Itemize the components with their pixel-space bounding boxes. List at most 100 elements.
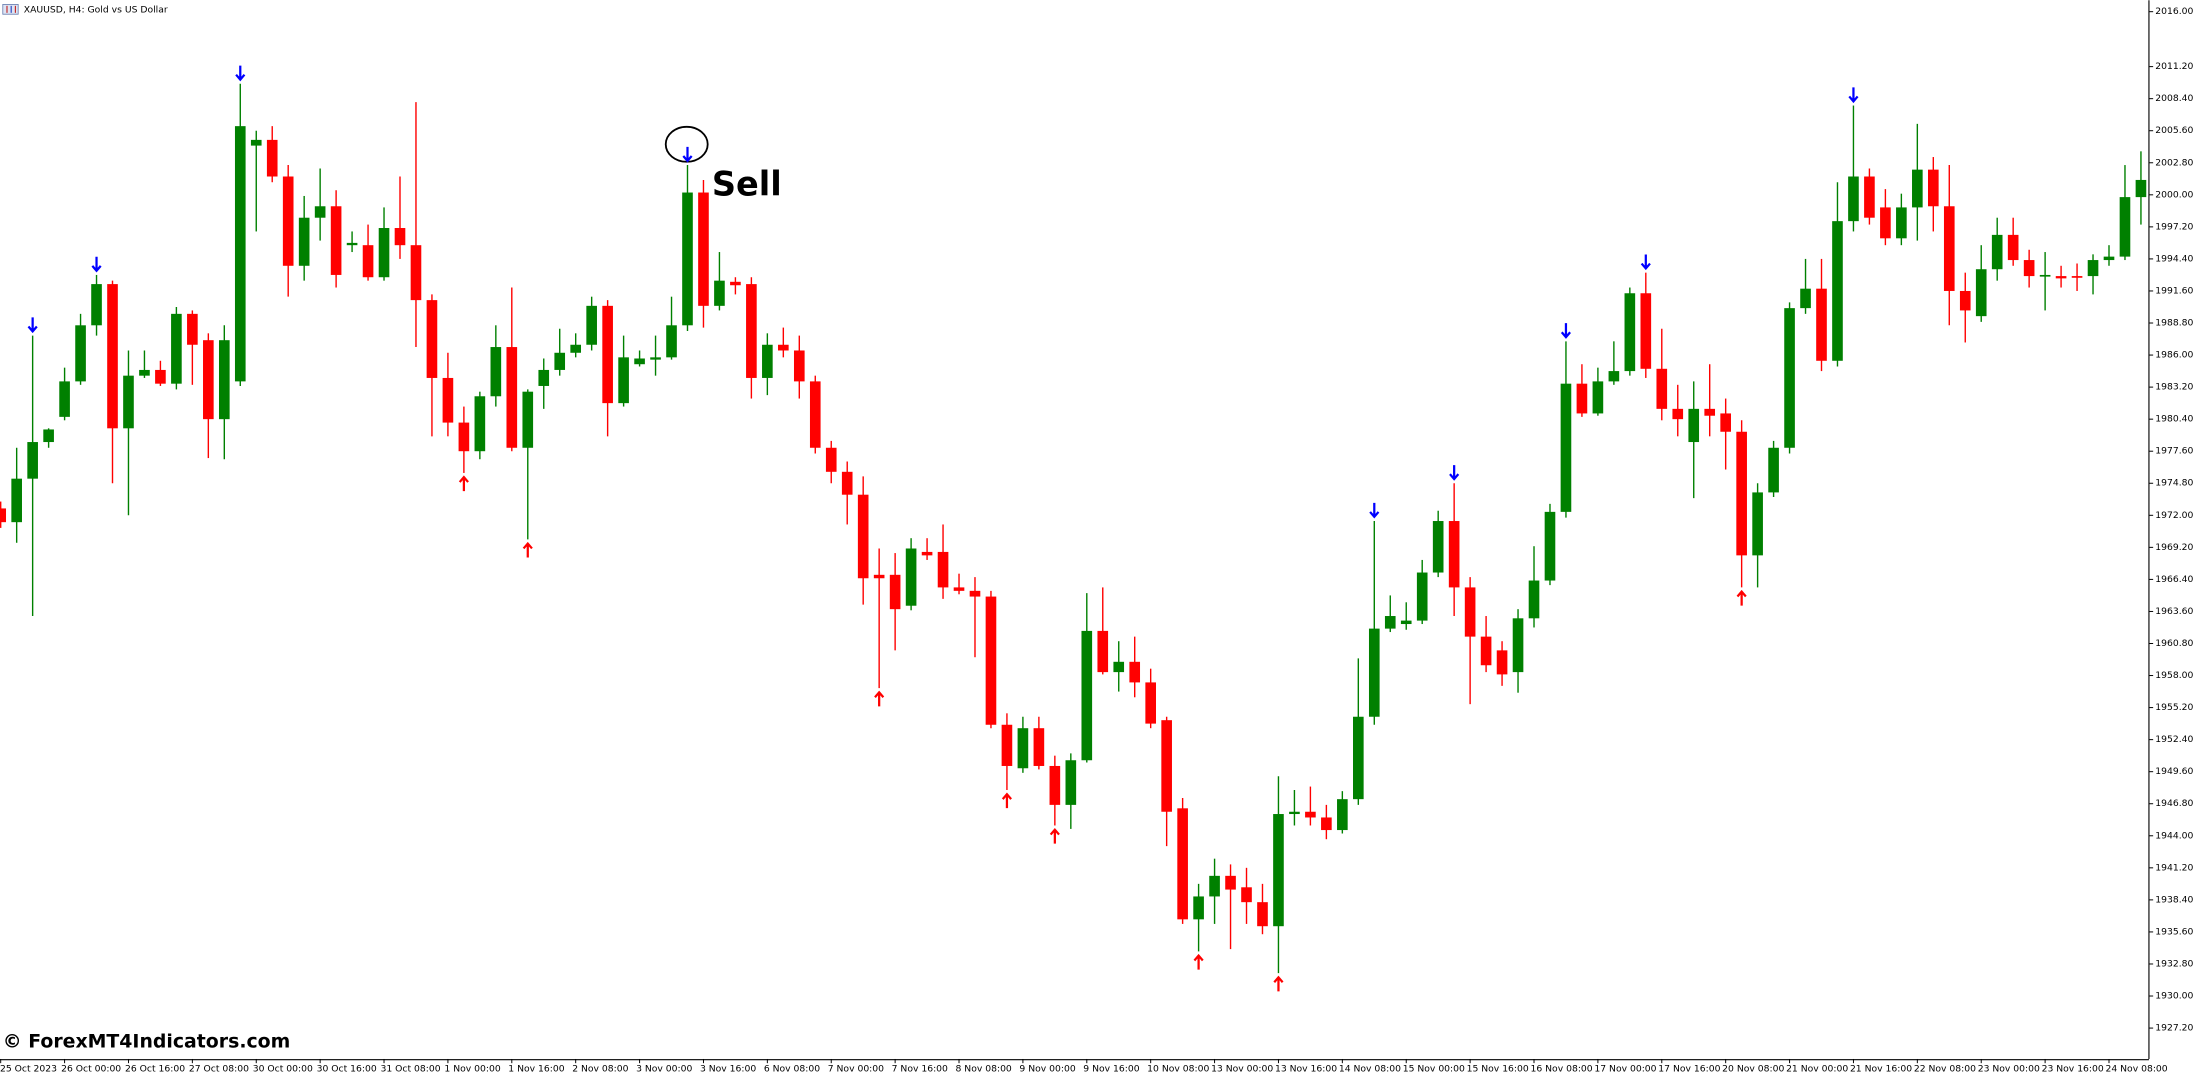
candle-body <box>490 347 502 397</box>
x-tick-label: 21 Nov 16:00 <box>1850 1063 1912 1074</box>
candle-body <box>59 381 70 417</box>
candle-body <box>1784 308 1795 448</box>
candle-body <box>1720 413 1731 432</box>
y-tick-label: 1980.40 <box>2155 414 2193 425</box>
candle-body <box>809 381 821 448</box>
sell-arrow <box>1369 502 1380 519</box>
candle-body <box>1864 176 1875 218</box>
x-tick-label: 15 Nov 16:00 <box>1467 1063 1529 1074</box>
y-tick-label: 1983.20 <box>2155 382 2193 393</box>
candle-body <box>1353 716 1364 800</box>
y-tick-label: 1988.80 <box>2155 318 2193 329</box>
sell-arrow <box>682 146 693 163</box>
x-tick-label: 3 Nov 00:00 <box>636 1063 692 1074</box>
candle-body <box>1608 371 1620 382</box>
candle-body <box>841 471 853 495</box>
candle-body <box>905 548 917 606</box>
candle-body <box>1512 618 1524 673</box>
candle-body <box>1432 521 1444 573</box>
x-tick-label: 1 Nov 00:00 <box>444 1063 500 1074</box>
candle-body <box>1800 288 1811 309</box>
symbol-icon <box>2 4 19 15</box>
y-tick-label: 1927.20 <box>2155 1023 2193 1034</box>
candle-body <box>1544 511 1556 581</box>
x-tick-label: 2 Nov 08:00 <box>572 1063 628 1074</box>
x-tick-label: 21 Nov 00:00 <box>1786 1063 1848 1074</box>
buy-arrow <box>1273 975 1284 992</box>
candle-body <box>1241 887 1252 903</box>
candle-body <box>1209 875 1220 897</box>
candle-body <box>139 369 150 376</box>
y-tick-label: 2002.80 <box>2155 157 2193 168</box>
candle-body <box>1640 293 1652 369</box>
candle-body <box>522 391 534 448</box>
y-tick-label: 1986.00 <box>2155 350 2193 361</box>
y-tick-label: 1941.20 <box>2155 862 2193 873</box>
y-tick-label: 1977.60 <box>2155 446 2193 457</box>
x-tick-label: 25 Oct 2023 <box>0 1063 57 1074</box>
candle-body <box>107 284 118 429</box>
candle-body <box>43 429 54 443</box>
sell-arrow <box>1560 323 1571 339</box>
x-tick-label: 15 Nov 00:00 <box>1403 1063 1465 1074</box>
signal-circle <box>664 125 709 163</box>
y-tick-label: 1946.80 <box>2155 798 2193 809</box>
candle-body <box>506 347 518 448</box>
y-tick-label: 1972.00 <box>2155 510 2193 521</box>
candle-body <box>730 281 741 286</box>
candle-body <box>1704 408 1716 416</box>
candle-body <box>1896 207 1907 239</box>
candle-body <box>825 447 837 472</box>
candle-body <box>1017 728 1029 769</box>
candle-body <box>873 574 885 579</box>
candle-body <box>1177 808 1188 920</box>
candle-body <box>602 305 613 404</box>
candle-body <box>2071 276 2083 278</box>
candle-body <box>2039 274 2051 277</box>
x-tick-label: 6 Nov 08:00 <box>764 1063 820 1074</box>
y-tick-label: 1944.00 <box>2155 830 2193 841</box>
candle-body <box>171 313 182 384</box>
x-tick-label: 13 Nov 00:00 <box>1211 1063 1273 1074</box>
x-tick-label: 31 Oct 08:00 <box>381 1063 441 1074</box>
candle-body <box>1560 383 1572 512</box>
x-tick-label: 20 Nov 08:00 <box>1722 1063 1784 1074</box>
candle-body <box>1528 580 1540 619</box>
candle-body <box>1991 234 2003 270</box>
y-tick-label: 1930.00 <box>2155 991 2193 1002</box>
y-tick-label: 2000.00 <box>2155 189 2193 200</box>
candle-body <box>458 422 470 452</box>
candle-body <box>378 228 390 278</box>
candle-body <box>538 369 550 386</box>
y-tick-label: 1949.60 <box>2155 766 2193 777</box>
candle-body <box>203 340 214 420</box>
candle-body <box>666 325 677 358</box>
candle-body <box>266 139 278 177</box>
candle-body <box>889 574 901 610</box>
x-tick-label: 8 Nov 08:00 <box>956 1063 1012 1074</box>
x-tick-label: 7 Nov 16:00 <box>892 1063 948 1074</box>
candle-body <box>1975 269 1987 317</box>
candle-body <box>1816 288 1827 361</box>
x-tick-label: 13 Nov 16:00 <box>1275 1063 1337 1074</box>
candle-body <box>187 313 198 345</box>
candle-body <box>985 596 997 725</box>
candle-body <box>570 344 582 353</box>
candle-body <box>2119 197 2131 257</box>
x-tick-label: 30 Oct 00:00 <box>253 1063 313 1074</box>
candle-body <box>1959 290 1971 311</box>
candle-body <box>1480 636 1492 666</box>
candle-body <box>682 192 693 326</box>
x-tick-label: 30 Oct 16:00 <box>317 1063 377 1074</box>
candle-body <box>1927 169 1939 207</box>
candle-body <box>1400 620 1412 625</box>
sell-arrow <box>1640 254 1651 271</box>
buy-arrow <box>874 690 885 707</box>
x-tick-label: 9 Nov 00:00 <box>1019 1063 1075 1074</box>
x-tick-label: 7 Nov 00:00 <box>828 1063 884 1074</box>
candle-body <box>1305 811 1316 818</box>
candle-body <box>1321 817 1332 831</box>
candle-body <box>1273 814 1284 927</box>
candle-body <box>2055 276 2067 279</box>
candle-body <box>75 325 86 382</box>
